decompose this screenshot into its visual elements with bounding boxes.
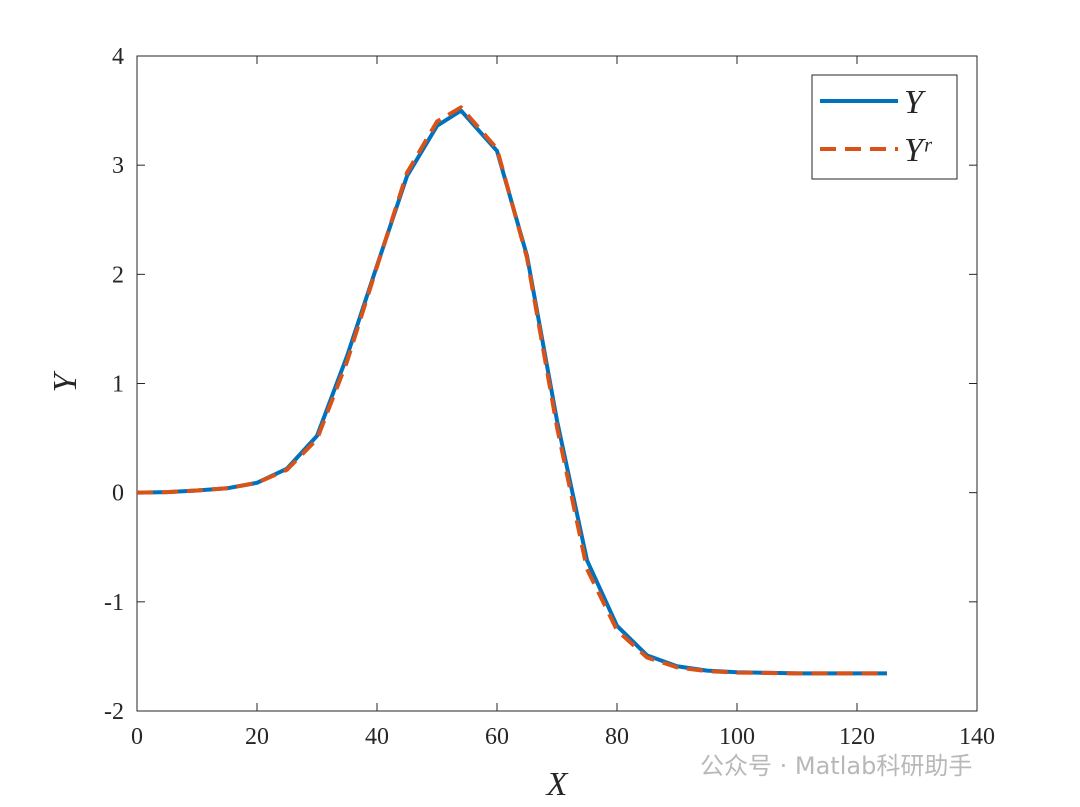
y-tick-label: 4 bbox=[112, 44, 124, 70]
y-axis-label: Y bbox=[47, 370, 84, 392]
x-tick-label: 0 bbox=[131, 724, 143, 750]
y-tick-label: 2 bbox=[112, 262, 124, 288]
legend-box bbox=[811, 74, 958, 180]
y-tick-label: 3 bbox=[112, 153, 124, 179]
y-tick-label: -2 bbox=[104, 699, 124, 725]
data-line bbox=[136, 105, 887, 676]
x-tick-label: 20 bbox=[245, 724, 269, 750]
y-tick-label: 1 bbox=[112, 372, 124, 398]
watermark: 公众号 · Matlab科研助手 bbox=[700, 752, 972, 780]
y-tick-label: 0 bbox=[112, 481, 124, 507]
x-tick-label: 100 bbox=[719, 724, 755, 750]
legend-label: Y bbox=[904, 84, 926, 121]
x-tick-label: 120 bbox=[839, 724, 875, 750]
x-tick-label: 40 bbox=[365, 724, 389, 750]
legend-label: Yʳ bbox=[904, 132, 933, 169]
x-tick-label: 60 bbox=[485, 724, 509, 750]
x-axis-label: X bbox=[545, 766, 569, 803]
x-tick-label: 140 bbox=[959, 724, 995, 750]
y-tick-label: -1 bbox=[104, 590, 124, 616]
x-tick-label: 80 bbox=[605, 724, 629, 750]
